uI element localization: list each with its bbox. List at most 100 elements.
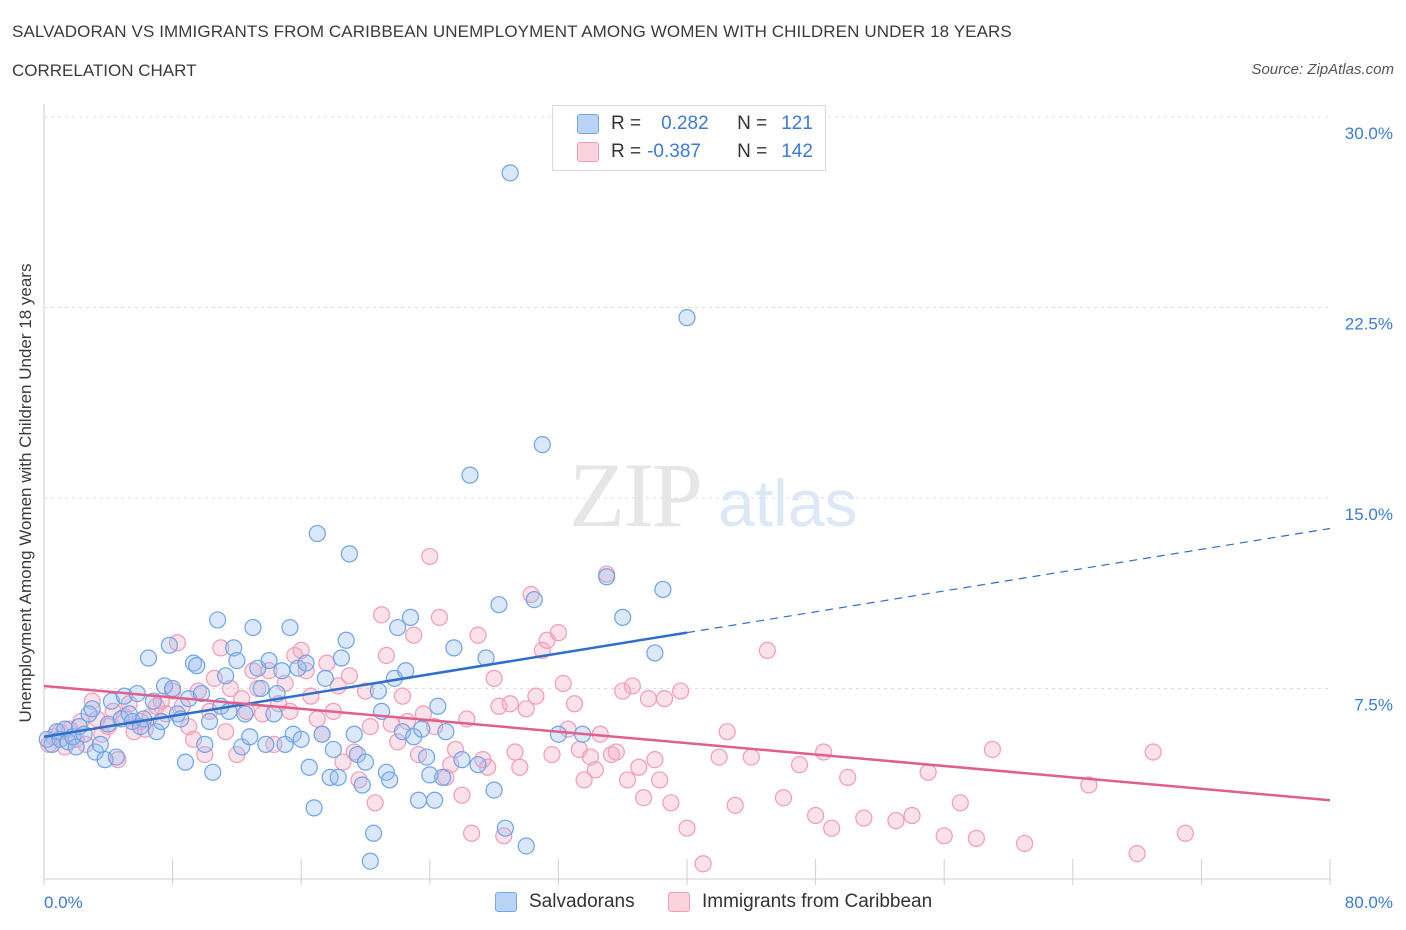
grid-lines bbox=[44, 116, 1330, 689]
bottom-legend-salvadorans: Salvadorans bbox=[495, 889, 635, 915]
point-caribbean bbox=[554, 674, 572, 693]
chart-title: SALVADORAN VS IMMIGRANTS FROM CARIBBEAN … bbox=[12, 22, 1012, 41]
point-salvadoran bbox=[316, 669, 334, 687]
point-salvadoran bbox=[204, 763, 222, 781]
y-tick-label: 30.0% bbox=[1345, 124, 1393, 143]
legend-r-value: -0.387 bbox=[647, 141, 701, 162]
point-caribbean bbox=[618, 771, 637, 789]
point-salvadoran bbox=[96, 751, 114, 769]
x-tick-label-max: 80.0% bbox=[1345, 893, 1393, 912]
legend-n-label: N = bbox=[737, 113, 768, 134]
point-caribbean bbox=[389, 733, 407, 751]
point-caribbean bbox=[527, 687, 545, 705]
point-salvadoran bbox=[434, 768, 452, 787]
point-caribbean bbox=[334, 753, 352, 771]
point-caribbean bbox=[935, 827, 953, 845]
point-salvadoran bbox=[445, 639, 463, 657]
point-caribbean bbox=[501, 695, 519, 713]
point-caribbean bbox=[361, 717, 379, 736]
point-salvadoran bbox=[381, 771, 399, 789]
point-salvadoran bbox=[654, 580, 672, 599]
point-salvadoran bbox=[209, 611, 227, 629]
point-salvadoran bbox=[196, 735, 214, 753]
point-caribbean bbox=[1080, 776, 1098, 794]
point-caribbean bbox=[634, 789, 653, 807]
point-caribbean bbox=[815, 743, 833, 761]
point-salvadoran bbox=[533, 436, 551, 454]
trend-line-caribbean bbox=[43, 684, 1331, 802]
point-caribbean bbox=[1176, 824, 1194, 842]
legend-r-value: 0.282 bbox=[661, 113, 709, 134]
point-caribbean bbox=[655, 690, 674, 708]
point-caribbean bbox=[1128, 844, 1146, 863]
point-caribbean bbox=[839, 768, 857, 787]
point-caribbean bbox=[221, 679, 240, 698]
point-caribbean bbox=[575, 771, 593, 789]
point-caribbean bbox=[377, 646, 395, 665]
point-caribbean bbox=[623, 677, 641, 695]
point-salvadoran bbox=[260, 651, 278, 670]
point-salvadoran bbox=[525, 590, 543, 609]
point-salvadoran bbox=[340, 545, 359, 563]
point-caribbean bbox=[726, 796, 744, 814]
point-caribbean bbox=[506, 743, 524, 761]
point-caribbean bbox=[217, 723, 235, 741]
point-salvadoran bbox=[188, 657, 206, 675]
point-salvadoran bbox=[273, 662, 291, 680]
point-salvadoran bbox=[91, 735, 109, 753]
point-salvadoran bbox=[329, 768, 347, 787]
point-caribbean bbox=[639, 690, 658, 708]
point-salvadoran bbox=[244, 618, 262, 637]
point-caribbean bbox=[430, 608, 449, 626]
point-salvadoran bbox=[257, 735, 275, 753]
point-salvadoran bbox=[598, 568, 616, 586]
axes bbox=[43, 104, 1331, 885]
point-salvadoran bbox=[308, 524, 326, 543]
point-salvadoran bbox=[517, 837, 535, 855]
point-salvadoran bbox=[184, 654, 203, 672]
point-salvadoran bbox=[192, 684, 211, 703]
point-caribbean bbox=[823, 819, 841, 837]
point-caribbean bbox=[469, 626, 487, 644]
point-caribbean bbox=[462, 824, 481, 842]
point-caribbean bbox=[356, 682, 375, 700]
point-caribbean bbox=[292, 641, 310, 660]
point-salvadoran bbox=[281, 618, 299, 637]
point-salvadoran bbox=[426, 791, 444, 809]
point-salvadoran bbox=[80, 705, 98, 723]
point-caribbean bbox=[522, 585, 540, 604]
point-caribbean bbox=[855, 809, 873, 827]
point-caribbean bbox=[967, 829, 985, 847]
point-salvadoran bbox=[217, 667, 235, 685]
point-caribbean bbox=[442, 756, 460, 774]
point-salvadoran bbox=[353, 776, 371, 794]
point-caribbean bbox=[887, 811, 905, 830]
trend-lines bbox=[43, 527, 1331, 802]
point-salvadoran bbox=[413, 720, 431, 738]
trend-line-salvadorans bbox=[43, 631, 688, 738]
point-caribbean bbox=[308, 710, 326, 728]
point-salvadoran bbox=[297, 654, 315, 672]
point-salvadoran bbox=[147, 723, 166, 741]
point-caribbean bbox=[671, 682, 690, 700]
point-caribbean bbox=[212, 639, 230, 657]
point-caribbean bbox=[607, 743, 625, 761]
point-caribbean bbox=[581, 748, 600, 766]
point-caribbean bbox=[630, 758, 648, 776]
point-caribbean bbox=[662, 794, 680, 812]
point-caribbean bbox=[951, 794, 969, 812]
point-caribbean bbox=[421, 547, 439, 566]
point-salvadoran bbox=[409, 791, 428, 809]
point-caribbean bbox=[109, 751, 127, 769]
point-salvadoran bbox=[236, 705, 254, 723]
point-caribbean bbox=[586, 761, 604, 779]
point-caribbean bbox=[366, 794, 384, 812]
point-caribbean bbox=[758, 641, 776, 660]
point-caribbean bbox=[742, 748, 760, 766]
point-caribbean bbox=[260, 662, 278, 680]
point-caribbean bbox=[565, 695, 584, 713]
legend-row-salvadorans: R = 0.282 N = 121 bbox=[577, 112, 813, 136]
point-caribbean bbox=[646, 751, 664, 769]
point-salvadoran bbox=[369, 682, 387, 700]
